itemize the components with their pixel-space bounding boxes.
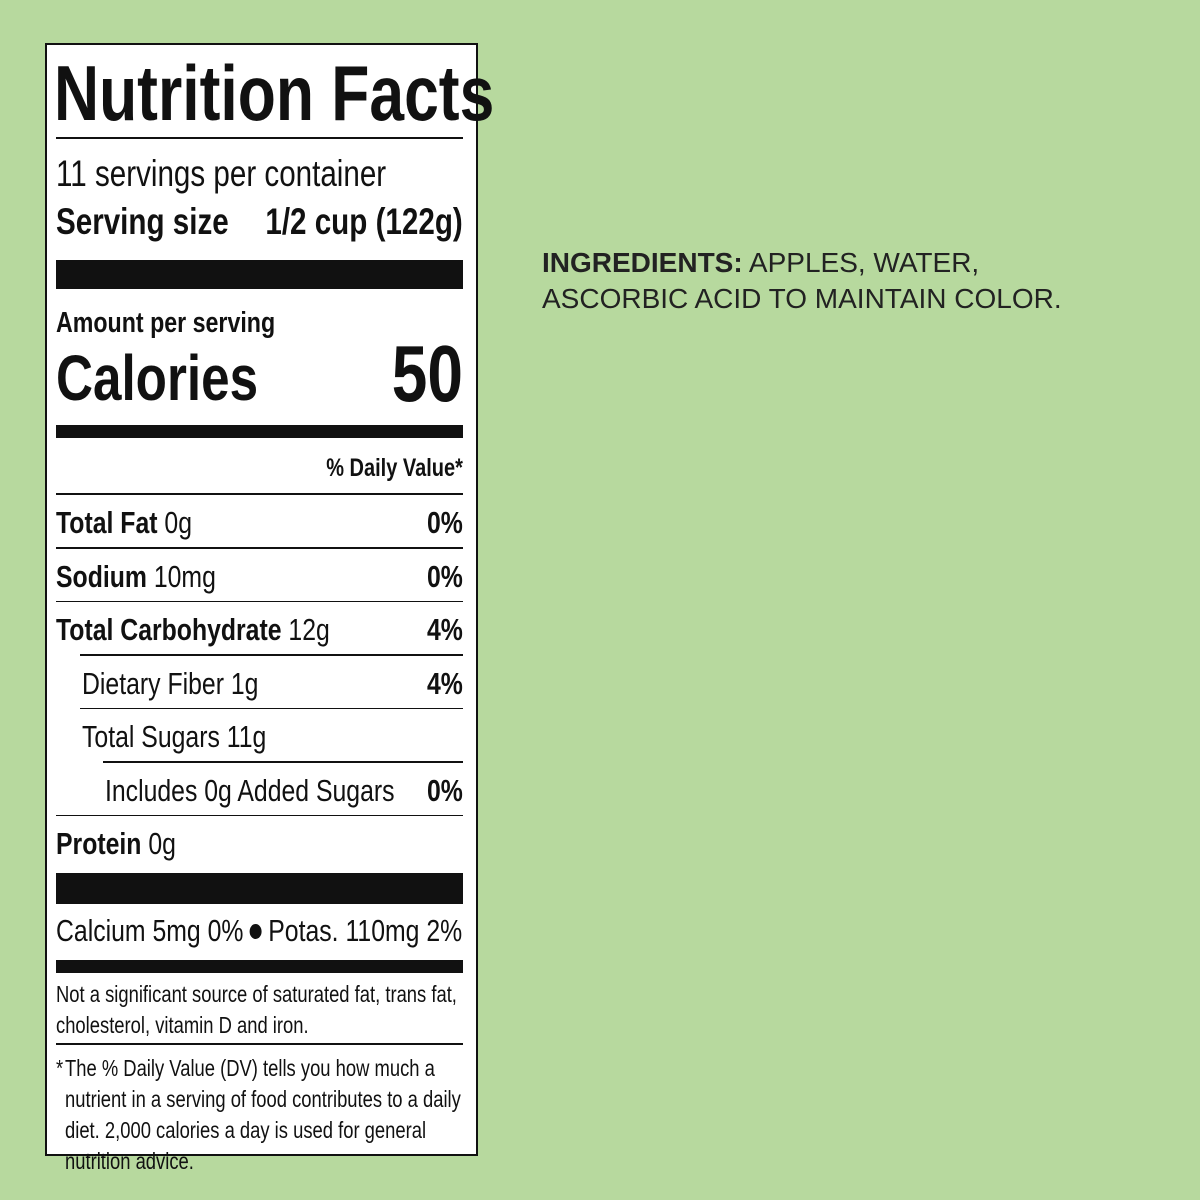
nutrient-dv: 4% (427, 612, 463, 647)
rule (56, 493, 463, 495)
nutrient-amount: 0g (148, 826, 176, 861)
note: Not a significant source of saturated fa… (56, 981, 457, 1038)
bar (56, 960, 463, 973)
mineral: Calcium 5mg 0% (56, 913, 244, 948)
dv-header: % Daily Value* (326, 454, 463, 482)
amount-per-serving: Amount per serving (56, 307, 276, 339)
calories-label: Calories (56, 342, 259, 414)
nutrient-name: Includes 0g Added Sugars (105, 772, 395, 808)
nutrient-row: Total Carbohydrate 12g (56, 612, 330, 648)
bar (56, 425, 463, 438)
nutrient-name: Sodium (56, 558, 147, 594)
nutrient-name: Total Carbohydrate (56, 612, 282, 647)
mineral: Potas. 110mg 2% (268, 913, 463, 948)
footnote-mark: * (56, 1055, 64, 1081)
bullet (249, 924, 262, 940)
ingredients-text: APPLES, WATER, ASCORBIC ACID TO MAINTAIN… (542, 247, 1062, 314)
nutrient-row: Total Sugars 11g (82, 719, 266, 755)
nutrient-row: Dietary Fiber 1g (82, 666, 258, 702)
thick-bar (56, 260, 463, 289)
ingredients-label: INGREDIENTS: (542, 247, 743, 278)
rule (56, 137, 463, 139)
nutrient-row: Total Fat 0g (56, 505, 192, 541)
minerals: Calcium 5mg 0% Potas. 110mg 2% (56, 913, 462, 949)
nutrient-dv: 0% (427, 505, 463, 540)
thick-bar (56, 873, 463, 904)
rule (56, 547, 463, 549)
nutrient-row: Protein 0g (56, 826, 176, 862)
serving-size-value: 1/2 cup (122g) (265, 201, 463, 242)
nutrient-amount: 0g (164, 505, 192, 540)
rule (56, 600, 463, 602)
rule (56, 1043, 463, 1045)
nutrient-row: Includes 0g Added Sugars (105, 773, 395, 809)
nutrient-name: Protein (56, 826, 142, 861)
nutrient-name: Total Fat (56, 505, 158, 540)
serving-size-label: Serving size (56, 201, 229, 242)
nutrient-name: Total Sugars 11g (82, 719, 267, 754)
nutrient-dv: 4% (427, 665, 463, 701)
nutrient-name: Dietary Fiber 1g (82, 665, 259, 701)
footnote: The % Daily Value (DV) tells you how muc… (65, 1055, 461, 1174)
nutrient-amount: 10mg (153, 558, 216, 594)
nutrient-amount: 12g (288, 612, 330, 647)
servings: 11 servings per container (56, 153, 387, 194)
rule (103, 761, 463, 763)
nutrient-dv: 0% (427, 772, 463, 808)
rule (80, 654, 463, 656)
ingredients: INGREDIENTS: APPLES, WATER, ASCORBIC ACI… (542, 245, 1102, 317)
rule (56, 814, 463, 816)
nutrient-dv: 0% (427, 558, 463, 594)
title: Nutrition Facts (54, 49, 495, 137)
calories-value: 50 (391, 329, 463, 418)
nutrient-row: Sodium 10mg (56, 559, 216, 595)
rule (80, 707, 463, 709)
